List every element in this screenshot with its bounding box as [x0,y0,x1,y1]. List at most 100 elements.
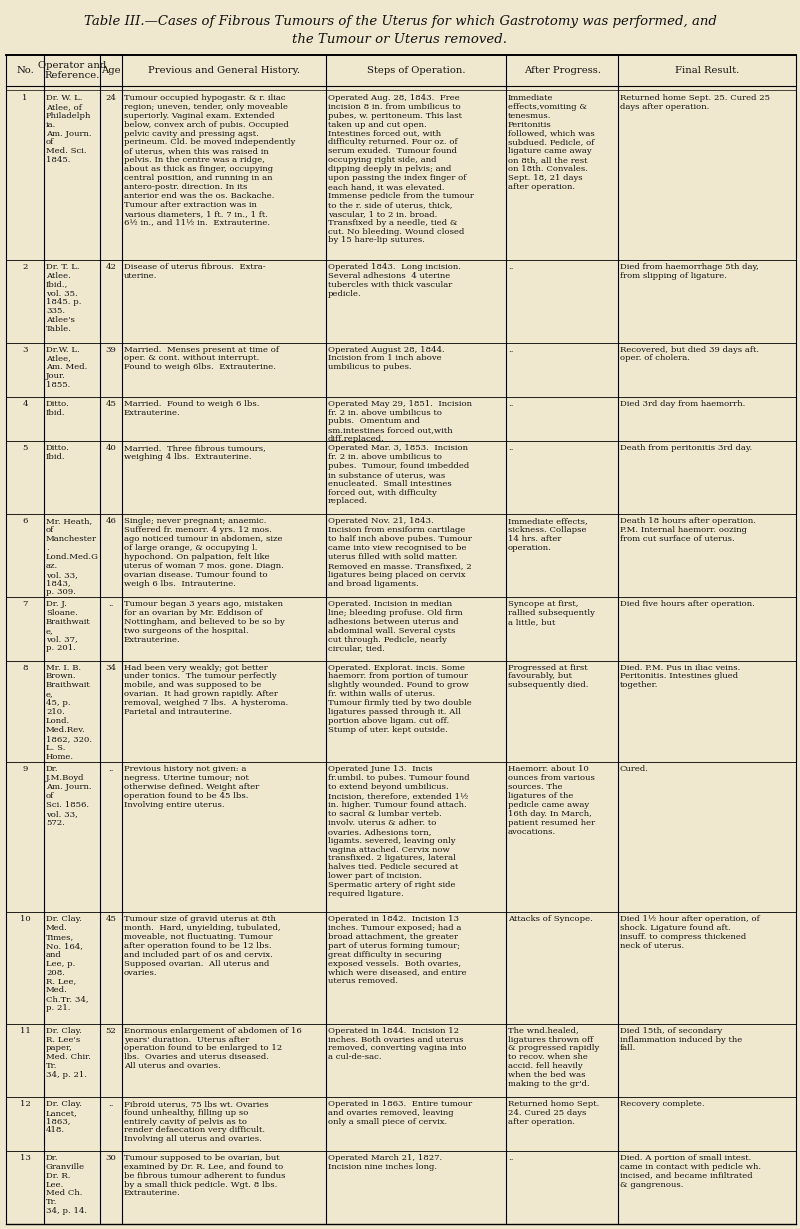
Text: Age: Age [101,66,121,75]
Text: Immediate
effects,vomiting &
tenesmus.
Peritonitis
followed, which was
subdued. : Immediate effects,vomiting & tenesmus. P… [508,93,594,190]
Text: 45: 45 [106,399,117,408]
Text: 40: 40 [106,444,117,452]
Text: 4: 4 [22,399,28,408]
Text: 10: 10 [20,916,30,923]
Text: Recovered, but died 39 days aft.
oper. of cholera.: Recovered, but died 39 days aft. oper. o… [620,345,759,363]
Text: Previous history not given: a
negress. Uterine tumour; not
otherwise defined. We: Previous history not given: a negress. U… [124,766,259,809]
Text: Tumour supposed to be ovarian, but
examined by Dr. R. Lee, and found to
be fibro: Tumour supposed to be ovarian, but exami… [124,1154,286,1197]
Text: Dr.
Granville
Dr. R.
Lee.
Med Ch.
Tr.
34, p. 14.: Dr. Granville Dr. R. Lee. Med Ch. Tr. 34… [46,1154,87,1215]
Text: Operated. Incision in median
line; bleeding profuse. Old firm
adhesions between : Operated. Incision in median line; bleed… [328,600,462,653]
Text: Dr. Clay.
R. Lee's
paper,
Med. Chir.
Tr.
34, p. 21.: Dr. Clay. R. Lee's paper, Med. Chir. Tr.… [46,1026,91,1079]
Text: The wnd.healed,
ligatures thrown off
& progressed rapidly
to recov. when she
acc: The wnd.healed, ligatures thrown off & p… [508,1026,599,1088]
Text: Operated May 29, 1851.  Incision
fr. 2 in. above umbilicus to
pubis.  Omentum an: Operated May 29, 1851. Incision fr. 2 in… [328,399,472,444]
Text: Died. P.M. Pus in iliac veins.
Peritonitis. Intestines glued
together.: Died. P.M. Pus in iliac veins. Peritonit… [620,664,740,689]
Text: Ditto.
Ibid.: Ditto. Ibid. [46,399,70,417]
Text: Single; never pregnant; anaemic.
Suffered fr. menorr. 4 yrs. 12 mos.
ago noticed: Single; never pregnant; anaemic. Suffere… [124,517,284,587]
Text: Death from peritonitis 3rd day.: Death from peritonitis 3rd day. [620,444,752,452]
Text: 46: 46 [106,517,117,525]
Text: Dr. Clay.
Lancet,
1863,
418.: Dr. Clay. Lancet, 1863, 418. [46,1100,82,1134]
Text: ..: .. [108,600,114,608]
Text: Dr. Clay.
Med.
Times,
No. 164,
and
Lee, p.
208.
R. Lee,
Med.
Ch.Tr. 34,
p. 21.: Dr. Clay. Med. Times, No. 164, and Lee, … [46,916,89,1013]
Text: Operated Mar. 3, 1853.  Incision
fr. 2 in. above umbilicus to
pubes.  Tumour, fo: Operated Mar. 3, 1853. Incision fr. 2 in… [328,444,470,505]
Text: Tumour began 3 years ago, mistaken
for an ovarian by Mr. Eddison of
Nottingham, : Tumour began 3 years ago, mistaken for a… [124,600,285,644]
Text: Death 18 hours after operation.
P.M. Internal haemorr. oozing
from cut surface o: Death 18 hours after operation. P.M. Int… [620,517,756,543]
Text: Immediate effects,
sickness. Collapse
14 hrs. after
operation.: Immediate effects, sickness. Collapse 14… [508,517,588,552]
Text: Mr. I. B.
Brown.
Braithwait
e,
45, p.
210.
Lond.
Med.Rev.
1862, 320.
L. S.
Home.: Mr. I. B. Brown. Braithwait e, 45, p. 21… [46,664,92,761]
Text: 3: 3 [22,345,28,354]
Text: Operated August 28, 1844.
Incision from 1 inch above
umbilicus to pubes.: Operated August 28, 1844. Incision from … [328,345,445,371]
Text: the Tumour or Uterus removed.: the Tumour or Uterus removed. [293,33,507,45]
Text: 34: 34 [106,664,117,671]
Text: 8: 8 [22,664,28,671]
Text: ..: .. [108,1100,114,1107]
Text: ..: .. [108,766,114,773]
Text: Haemorr. about 10
ounces from various
sources. The
ligatures of the
pedicle came: Haemorr. about 10 ounces from various so… [508,766,595,836]
Text: Progressed at first
favourably, but
subsequently died.: Progressed at first favourably, but subs… [508,664,589,689]
Text: Had been very weakly; got better
under tonics.  The tumour perfectly
mobile, and: Had been very weakly; got better under t… [124,664,288,717]
Text: Final Result.: Final Result. [675,66,739,75]
Text: Table III.—Cases of Fibrous Tumours of the Uterus for which Gastrotomy was perfo: Table III.—Cases of Fibrous Tumours of t… [83,15,717,28]
Text: Operated in 1863.  Entire tumour
and ovaries removed, leaving
only a small piece: Operated in 1863. Entire tumour and ovar… [328,1100,472,1126]
Text: Returned home Sept. 25. Cured 25
days after operation.: Returned home Sept. 25. Cured 25 days af… [620,93,770,111]
Text: 45: 45 [106,916,117,923]
Text: Syncope at first,
rallied subsequently
a little, but: Syncope at first, rallied subsequently a… [508,600,595,626]
Text: Dr.
J.M.Boyd
Am. Journ.
of
Sci. 1856.
vol. 33,
572.: Dr. J.M.Boyd Am. Journ. of Sci. 1856. vo… [46,766,92,827]
Text: Operated March 21, 1827.
Incision nine inches long.: Operated March 21, 1827. Incision nine i… [328,1154,442,1171]
Text: Died five hours after operation.: Died five hours after operation. [620,600,755,608]
Text: Died. A portion of small intest.
came in contact with pedicle wh.
incised, and b: Died. A portion of small intest. came in… [620,1154,761,1188]
Text: Operator and
Reference.: Operator and Reference. [38,60,106,80]
Text: Enormous enlargement of abdomen of 16
years' duration.  Uterus after
operation f: Enormous enlargement of abdomen of 16 ye… [124,1026,302,1070]
Text: Died 3rd day from haemorrh.: Died 3rd day from haemorrh. [620,399,746,408]
Text: Disease of uterus fibrous.  Extra-
uterine.: Disease of uterus fibrous. Extra- uterin… [124,263,266,280]
Text: ..: .. [508,399,514,408]
Text: Died 15th, of secondary
inflammation induced by the
fall.: Died 15th, of secondary inflammation ind… [620,1026,742,1052]
Text: 11: 11 [20,1026,30,1035]
Text: 52: 52 [106,1026,116,1035]
Text: Steps of Operation.: Steps of Operation. [366,66,466,75]
Text: ..: .. [508,345,514,354]
Text: Mr. Heath,
of
Manchester
.
Lond.Med.G
az.
vol. 33,
1843,
p. 309.: Mr. Heath, of Manchester . Lond.Med.G az… [46,517,99,596]
Text: 12: 12 [20,1100,30,1107]
Text: 13: 13 [19,1154,30,1161]
Text: ..: .. [508,263,514,270]
Text: No.: No. [16,66,34,75]
Text: 7: 7 [22,600,28,608]
Text: Previous and General History.: Previous and General History. [148,66,300,75]
Text: Operated Nov. 21, 1843.
Incision from ensiform cartilage
to half inch above pube: Operated Nov. 21, 1843. Incision from en… [328,517,472,587]
Text: Married.  Three fibrous tumours,
weighing 4 lbs.  Extrauterine.: Married. Three fibrous tumours, weighing… [124,444,266,461]
Text: 5: 5 [22,444,28,452]
Text: Attacks of Syncope.: Attacks of Syncope. [508,916,593,923]
Text: Returned homo Sept.
24. Cured 25 days
after operation.: Returned homo Sept. 24. Cured 25 days af… [508,1100,599,1126]
Text: Recovery complete.: Recovery complete. [620,1100,705,1107]
Text: Operated in 1844.  Incision 12
inches. Both ovaries and uterus
removed, converti: Operated in 1844. Incision 12 inches. Bo… [328,1026,466,1062]
Text: Dr.W. L.
Atlee,
Am. Med.
Jour.
1855.: Dr.W. L. Atlee, Am. Med. Jour. 1855. [46,345,87,390]
Text: Operated Aug. 28, 1843.  Free
incision 8 in. from umbilicus to
pubes, w. periton: Operated Aug. 28, 1843. Free incision 8 … [328,93,474,245]
Text: Tumour occupied hypogastr. & r. iliac
region; uneven, tender, only moveable
supe: Tumour occupied hypogastr. & r. iliac re… [124,93,295,226]
Text: Died from haemorrhage 5th day,
from slipping of ligature.: Died from haemorrhage 5th day, from slip… [620,263,759,280]
Text: ..: .. [508,444,514,452]
Text: Fibroid uterus, 75 lbs wt. Ovaries
found unhealthy, filling up so
entirely cavit: Fibroid uterus, 75 lbs wt. Ovaries found… [124,1100,269,1143]
Text: Died 1½ hour after operation, of
shock. Ligature found aft.
insuff. to compress : Died 1½ hour after operation, of shock. … [620,916,760,950]
Text: 6: 6 [22,517,28,525]
Text: Operated. Explorat. incis. Some
haemorr. from portion of tumour
slightly wounded: Operated. Explorat. incis. Some haemorr.… [328,664,472,734]
Text: 39: 39 [106,345,117,354]
Text: After Progress.: After Progress. [523,66,601,75]
Text: 1: 1 [22,93,28,102]
Text: Operated in 1842.  Incision 13
inches. Tumour exposed; had a
broad attachment, t: Operated in 1842. Incision 13 inches. Tu… [328,916,466,986]
Text: 2: 2 [22,263,28,270]
Text: Married.  Found to weigh 6 lbs.
Extrauterine.: Married. Found to weigh 6 lbs. Extrauter… [124,399,259,417]
Text: Dr. W. L.
Atlee, of
Philadelph
ia.
Am. Journ.
of
Med. Sci.
1845.: Dr. W. L. Atlee, of Philadelph ia. Am. J… [46,93,92,165]
Text: Operated 1843.  Long incision.
Several adhesions  4 uterine
tubercles with thick: Operated 1843. Long incision. Several ad… [328,263,461,297]
Text: Married.  Menses present at time of
oper. & cont. without interrupt.
Found to we: Married. Menses present at time of oper.… [124,345,279,371]
Text: 30: 30 [106,1154,117,1161]
Text: Ditto.
Ibid.: Ditto. Ibid. [46,444,70,461]
Text: Dr. T. L.
Atlee.
Ibid.,
vol. 35.
1845. p.
335.
Atlee's
Table.: Dr. T. L. Atlee. Ibid., vol. 35. 1845. p… [46,263,82,333]
Text: 42: 42 [106,263,117,270]
Text: Operated June 13.  Incis
fr.umbil. to pubes. Tumour found
to extend beyond umbil: Operated June 13. Incis fr.umbil. to pub… [328,766,470,898]
Text: ..: .. [508,1154,514,1161]
Text: Cured.: Cured. [620,766,649,773]
Text: 9: 9 [22,766,28,773]
Text: 24: 24 [106,93,117,102]
Text: Tumour size of gravid uterus at 8th
month.  Hard, unyielding, tubulated,
moveabl: Tumour size of gravid uterus at 8th mont… [124,916,281,977]
Text: Dr. J.
Sloane.
Braithwait
e,
vol. 37,
p. 201.: Dr. J. Sloane. Braithwait e, vol. 37, p.… [46,600,90,653]
